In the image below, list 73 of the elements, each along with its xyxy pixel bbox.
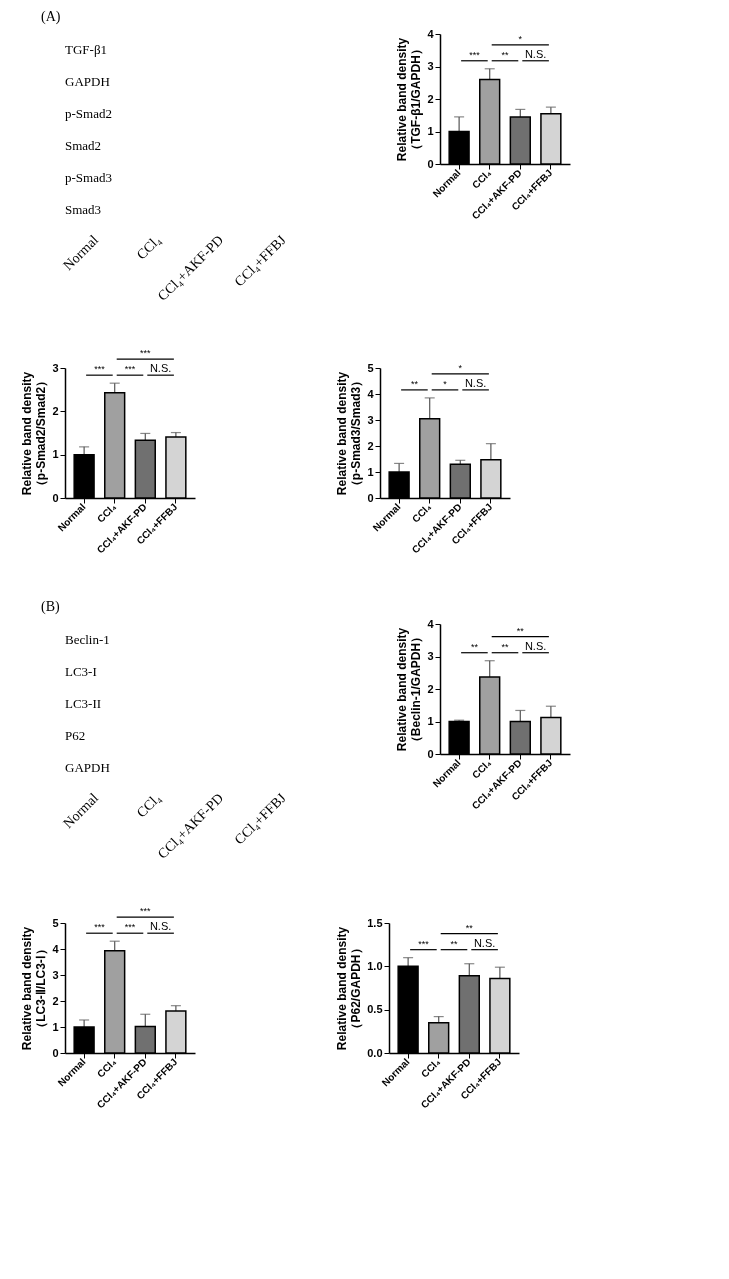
y-tick-label: 0.5 [367,1003,383,1016]
y-tick-label: 3 [52,361,59,374]
annotation: N.S. [524,639,547,652]
y-axis-title: Relative band density （Beclin-1/GAPDH） [395,627,424,752]
y-tick-label: 2 [367,439,374,452]
annotation: N.S. [149,920,172,933]
y-tick-label: 1 [367,465,374,478]
y-tick-label: 2 [427,682,434,695]
text: (A) [41,9,61,25]
annotation: N.S. [149,362,172,375]
y-tick-label: 4 [427,27,435,40]
y-tick-label: 3 [427,650,434,662]
category-label: Smad2 [65,138,102,153]
y-tick-label: 4 [367,387,375,400]
y-axis-title: Relative band density （p-Smad2/Smad2） [20,371,49,496]
annotation: *** [94,922,106,933]
text: *** [140,348,152,359]
annotation: N.S. [524,47,547,60]
y-tick-label: 2 [427,92,434,105]
y-tick-label: 1 [52,1020,59,1033]
y-tick-label: 0 [427,157,434,170]
annotation: *** [94,364,106,375]
annotation: ** [410,378,419,389]
annotation: N.S. [464,376,487,389]
y-tick-label: 1 [427,715,434,727]
text: *** [140,906,152,917]
y-tick-label: 2 [52,404,59,417]
y-tick-label: 1.0 [367,959,383,972]
annotation: ** [465,922,474,933]
y-tick-label: 3 [367,413,374,426]
y-tick-label: 0.0 [367,1046,383,1059]
annotation: * [443,378,448,389]
annotation: ** [450,938,458,949]
y-axis-title: Relative band density （LC3-Ⅱ/LC3-Ⅰ） [20,926,49,1051]
annotation: N.S. [473,936,496,949]
y-tick-label: 5 [52,916,59,929]
y-tick-label: 0 [52,1046,59,1059]
annotation: ** [470,641,479,652]
annotation: *** [469,49,481,60]
y-tick-label: 5 [367,361,374,374]
y-tick-label: 0 [367,491,374,504]
category-label: p-Smad3 [65,170,112,185]
y-tick-label: 3 [52,968,59,981]
y-tick-label: 0 [427,747,434,760]
y-axis-title: Relative band density （TGF-β1/GAPDH） [395,37,424,162]
annotation: *** [418,938,430,949]
y-axis-title: Relative band density （p-Smad3/Smad3） [335,371,364,496]
category-label: p-Smad2 [65,106,112,121]
y-tick-label: 1.5 [367,916,383,929]
annotation: ** [516,625,525,636]
y-tick-label: 2 [52,994,59,1007]
y-tick-label: 4 [427,617,435,630]
annotation: ** [501,49,509,60]
annotation: * [518,33,523,44]
category-label: LC3-I [65,664,97,679]
y-tick-label: 1 [52,448,59,461]
category-label: Smad3 [65,202,102,217]
y-tick-label: 1 [427,125,434,137]
annotation: *** [124,922,136,933]
y-tick-label: 0 [52,491,59,504]
category-label: TGF-β1 [65,42,108,57]
category-label: LC3-II [65,696,102,711]
category-label: GAPDH [65,74,110,89]
category-label: P62 [65,728,86,743]
category-label: Beclin-1 [65,632,110,647]
annotation: * [458,362,463,373]
y-tick-label: 4 [52,942,60,955]
text: (B) [41,599,61,615]
annotation: ** [501,641,509,652]
category-label: GAPDH [65,760,110,775]
annotation: *** [124,364,136,375]
y-tick-label: 3 [427,60,434,72]
y-axis-title: Relative band density （P62/GAPDH） [335,926,364,1051]
